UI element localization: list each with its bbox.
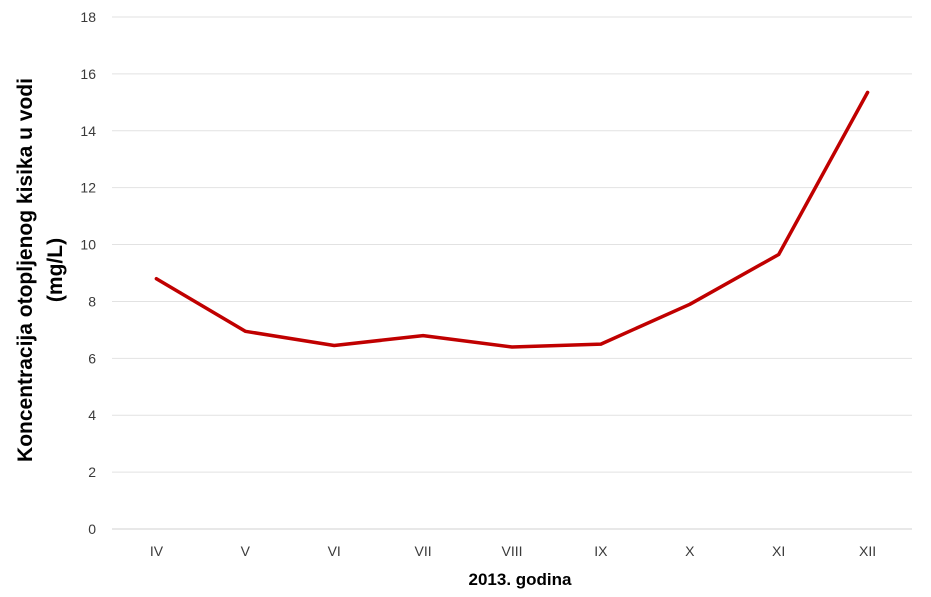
data-point bbox=[421, 334, 425, 338]
y-tick-label: 12 bbox=[80, 180, 96, 196]
data-point bbox=[599, 342, 603, 346]
data-point bbox=[866, 90, 870, 94]
y-tick-label: 8 bbox=[88, 293, 96, 309]
y-tick-label: 0 bbox=[88, 521, 96, 537]
y-tick-label: 18 bbox=[80, 9, 96, 25]
data-point bbox=[777, 253, 781, 257]
y-tick-label: 2 bbox=[88, 464, 96, 480]
x-tick-label: VIII bbox=[501, 543, 522, 559]
y-axis-title-line2: (mg/L) bbox=[44, 238, 67, 302]
y-axis-ticks: 0 2 4 6 8 10 12 14 16 18 bbox=[80, 9, 96, 537]
data-point bbox=[154, 277, 158, 281]
y-tick-label: 6 bbox=[88, 350, 96, 366]
data-point bbox=[243, 329, 247, 333]
x-tick-label: V bbox=[241, 543, 251, 559]
y-tick-label: 10 bbox=[80, 237, 96, 253]
x-tick-label: X bbox=[685, 543, 695, 559]
data-point bbox=[510, 345, 514, 349]
y-tick-label: 16 bbox=[80, 66, 96, 82]
x-tick-label: IV bbox=[150, 543, 164, 559]
y-axis-title: Koncentracija otopljenog kisika u vodi (… bbox=[14, 78, 67, 462]
y-tick-label: 14 bbox=[80, 123, 96, 139]
x-tick-label: VII bbox=[415, 543, 432, 559]
gridlines bbox=[112, 16, 912, 530]
data-point bbox=[688, 302, 692, 306]
x-tick-label: IX bbox=[594, 543, 608, 559]
x-axis-title: 2013. godina bbox=[469, 570, 573, 589]
x-tick-label: VI bbox=[328, 543, 341, 559]
x-tick-label: XI bbox=[772, 543, 785, 559]
x-tick-label: XII bbox=[859, 543, 876, 559]
series-layer bbox=[154, 90, 870, 349]
y-tick-label: 4 bbox=[88, 407, 96, 423]
x-axis-ticks: IV V VI VII VIII IX X XI XII bbox=[150, 543, 876, 559]
y-axis-title-line1: Koncentracija otopljenog kisika u vodi bbox=[14, 78, 37, 462]
data-point bbox=[332, 344, 336, 348]
